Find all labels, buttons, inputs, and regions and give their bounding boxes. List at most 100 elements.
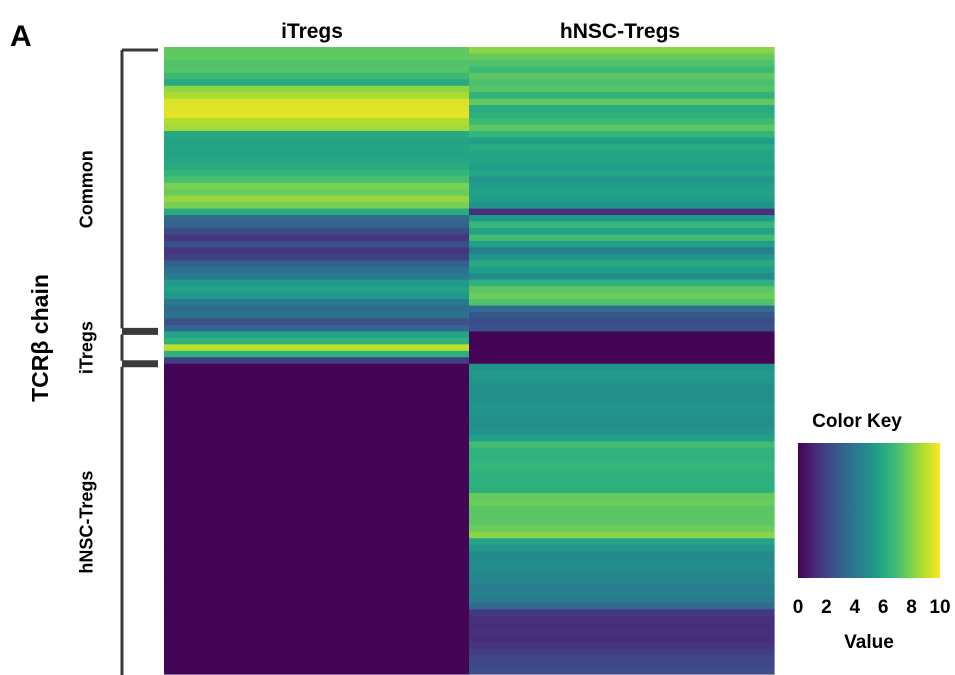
heatmap-cell [469, 609, 775, 617]
heatmap-cell [469, 131, 775, 139]
heatmap-cell [164, 337, 470, 345]
heatmap-cell [164, 557, 470, 565]
heatmap-cell [164, 92, 470, 100]
heatmap-cell [164, 441, 470, 449]
heatmap-cell [469, 615, 775, 623]
heatmap-cell [469, 305, 775, 313]
heatmap-cell [469, 467, 775, 475]
row-group-labels: Common iTregs hNSC-Tregs [77, 150, 97, 573]
heatmap-cell [469, 344, 775, 352]
heatmap-cell [164, 273, 470, 281]
heatmap-cell [164, 260, 470, 268]
heatmap-cell [164, 221, 470, 229]
heatmap-cell [469, 98, 775, 106]
heatmap-cell [469, 208, 775, 216]
color-key-label: Value [844, 632, 894, 653]
heatmap-cell [164, 163, 470, 171]
heatmap-cell [469, 460, 775, 468]
heatmap-cell [164, 408, 470, 417]
heatmap-cell [164, 376, 470, 384]
heatmap-cell [469, 79, 775, 87]
heatmap-cell [164, 389, 470, 397]
heatmap-cell [469, 292, 775, 300]
column-label-itregs: iTregs [281, 20, 343, 43]
heatmap-cell [469, 350, 775, 358]
row-group-label: iTregs [77, 321, 97, 374]
heatmap-cell [469, 654, 775, 662]
heatmap-cell [469, 253, 775, 261]
heatmap-cell [469, 337, 775, 345]
heatmap-cell [469, 124, 775, 132]
heatmap-cell [164, 47, 470, 55]
heatmap-cell [164, 447, 470, 455]
heatmap-cell [164, 195, 470, 203]
heatmap-cell [469, 176, 775, 184]
heatmap-cell [469, 518, 775, 526]
heatmap-cell [164, 383, 470, 391]
heatmap-cell [469, 312, 775, 320]
heatmap-cell [164, 202, 470, 210]
heatmap-cell [469, 531, 775, 539]
heatmap-cell [469, 66, 775, 74]
heatmap-cell [164, 227, 470, 236]
heatmap-cell [469, 544, 775, 552]
heatmap-cell [469, 370, 775, 378]
heatmap-cell [469, 473, 775, 481]
heatmap-cell [164, 292, 470, 300]
heatmap-cell [469, 512, 775, 520]
heatmap-cell [469, 499, 775, 507]
heatmap-cell [164, 240, 470, 248]
heatmap-cell [164, 111, 470, 119]
heatmap-cell [164, 421, 470, 429]
row-group-label: Common [77, 150, 97, 228]
heatmap-cell [164, 654, 470, 662]
heatmap-cell [469, 635, 775, 643]
heatmap-cell [164, 648, 470, 656]
heatmap-cell [164, 124, 470, 132]
heatmap-cell [469, 602, 775, 610]
heatmap-cell [469, 234, 775, 242]
heatmap-cell [164, 279, 470, 287]
heatmap-cell [164, 434, 470, 442]
heatmap-cell [164, 350, 470, 358]
heatmap-cell [469, 415, 775, 423]
heatmap-cell [164, 299, 470, 307]
heatmap-cell [469, 583, 775, 591]
heatmap-cell [164, 512, 470, 520]
heatmap-cell [469, 389, 775, 397]
heatmap-cell [164, 150, 470, 158]
heatmap-cell [164, 602, 470, 610]
heatmap-cell [469, 396, 775, 404]
heatmap-cell [469, 434, 775, 442]
heatmap-cell [164, 66, 470, 74]
heatmap-cell [469, 376, 775, 384]
heatmap-cell [469, 551, 775, 559]
heatmap-cell [469, 596, 775, 604]
y-axis-label: TCRβ chain [27, 274, 53, 402]
heatmap-cell [469, 525, 775, 533]
heatmap-cell [469, 383, 775, 391]
heatmap-cell [469, 150, 775, 158]
heatmap-cell [469, 408, 775, 417]
heatmap-cell [164, 415, 470, 423]
heatmap-cell [164, 143, 470, 152]
heatmap-cell [164, 357, 470, 365]
heatmap-cell [164, 131, 470, 139]
heatmap-cell [164, 493, 470, 501]
heatmap-cell [469, 105, 775, 113]
heatmap-cell [164, 363, 470, 371]
heatmap-cell [469, 195, 775, 203]
heatmap-cell [164, 118, 470, 126]
heatmap-cell [469, 538, 775, 546]
heatmap-cell [164, 324, 470, 333]
heatmap-cell [469, 402, 775, 410]
heatmap-cell [469, 441, 775, 449]
heatmap-cell [164, 454, 470, 462]
heatmap-cell [469, 221, 775, 229]
row-group-label: hNSC-Tregs [77, 471, 97, 574]
heatmap-cell [164, 667, 470, 675]
heatmap-cell [469, 661, 775, 669]
heatmap-cell [469, 163, 775, 171]
heatmap-cell [469, 628, 775, 636]
heatmap-cell [469, 47, 775, 55]
